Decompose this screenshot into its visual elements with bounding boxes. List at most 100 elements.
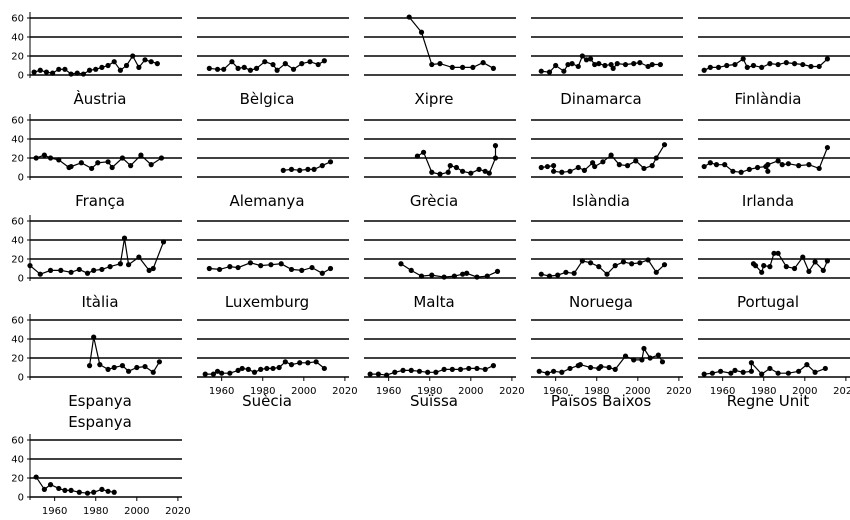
data-point-franca-5-11 [119,155,126,161]
data-point-finlandia-4-3 [724,62,730,69]
data-point-xipre-2-0 [406,14,412,20]
data-point-grecia-7-6 [453,164,460,171]
data-point-espanya-20-11 [111,489,117,495]
x-tick-label-2020-regne-unit-19: 2020 [833,386,850,397]
data-point-dinamarca-3-18 [637,60,643,66]
panel-title-finlandia-4: Finlàndia [735,90,802,108]
data-point-portugal-14-4 [767,264,773,270]
y-tick-label-0-espanya-20: 0 [18,493,24,504]
data-point-espanya-15-8 [142,363,148,370]
x-tick-label-2000-suissa-17: 2000 [458,386,483,397]
data-point-franca-5-0 [33,155,39,161]
data-point-franca-5-6 [78,160,84,166]
data-point-suecia-16-3 [219,370,225,376]
data-point-islandia-8-6 [575,164,581,171]
panel-title-irlanda-9: Irlanda [742,192,794,210]
data-point-belgica-1-5 [241,64,247,70]
data-point-austria-0-11 [99,64,105,70]
data-point-belgica-1-1 [214,66,221,72]
data-point-grecia-7-13 [492,143,499,149]
panel-title-islandia-8: Islàndia [572,192,630,210]
data-point-noruega-13-1 [546,273,553,279]
data-point-dinamarca-3-11 [596,61,602,67]
data-point-paisos-baixos-18-2 [550,368,557,374]
data-point-luxemburg-11-1 [216,266,223,273]
data-point-dinamarca-3-14 [610,65,616,71]
data-point-xipre-2-3 [437,61,443,67]
panel-title-austria-0: Àustria [74,89,127,108]
data-point-irlanda-9-1 [707,160,713,166]
data-point-islandia-8-9 [592,163,598,170]
data-point-dinamarca-3-16 [622,61,629,68]
data-point-espanya-20-0 [33,474,39,480]
data-point-espanya-15-3 [105,366,111,372]
x-tick-label-2020-suecia-16: 2020 [332,386,357,397]
y-tick-label-0-espanya-15: 0 [18,373,24,384]
panel-title-suissa-17: Suïssa [410,392,458,410]
data-point-belgica-1-7 [253,65,260,71]
x-tick-label-1960-suecia-16: 1960 [209,386,234,397]
data-point-suissa-17-4 [400,367,406,373]
series-line-xipre-2 [408,16,494,69]
y-tick-label-40-espanya-15: 40 [11,335,24,346]
panel-title-xipre-2: Xipre [414,90,453,108]
data-point-malta-12-7 [464,270,470,276]
data-point-finlandia-4-1 [707,64,713,70]
data-point-dinamarca-3-9 [587,56,594,62]
data-point-luxemburg-11-0 [206,265,212,272]
data-point-alemanya-6-2 [297,167,303,173]
y-tick-label-60-italia-10: 60 [11,217,24,228]
data-point-suecia-16-11 [270,365,276,372]
data-point-italia-10-16 [160,239,167,245]
data-point-portugal-14-3 [761,263,767,269]
data-point-suissa-17-12 [466,365,472,372]
data-point-grecia-7-8 [468,170,474,176]
data-point-irlanda-9-7 [754,164,761,171]
data-point-austria-0-20 [154,61,160,67]
data-point-suissa-17-9 [441,366,447,372]
data-point-belgica-1-2 [221,66,227,72]
data-point-regne-unit-19-5 [740,369,746,375]
data-point-suecia-16-7 [245,366,251,372]
x-tick-label-2020-suissa-17: 2020 [499,386,524,397]
data-point-italia-10-15 [150,265,156,272]
data-point-grecia-7-12 [492,155,499,161]
data-point-malta-12-0 [398,261,404,267]
data-point-irlanda-9-13 [785,161,791,167]
data-point-dinamarca-3-13 [608,61,614,68]
data-point-austria-0-9 [86,67,93,73]
x-tick-label-1960-espanya-20: 1960 [42,506,67,517]
data-point-dinamarca-3-7 [579,53,585,59]
panel-title-franca-5: França [75,192,125,210]
y-tick-label-0-austria-0: 0 [18,71,24,82]
data-point-suecia-16-4 [227,370,233,376]
x-tick-label-1960-suissa-17: 1960 [376,386,401,397]
data-point-italia-10-8 [99,266,105,273]
data-point-paisos-baixos-18-7 [587,364,594,371]
y-tick-label-40-espanya-20: 40 [11,455,24,466]
data-point-alemanya-6-0 [280,167,286,173]
data-point-suecia-16-5 [235,367,241,373]
data-point-noruega-13-11 [629,261,635,267]
data-point-suissa-17-1 [375,371,381,377]
data-point-alemanya-6-3 [305,166,311,172]
data-point-finlandia-4-5 [740,56,746,62]
data-point-austria-0-0 [31,69,37,75]
data-point-islandia-8-13 [624,163,631,169]
data-point-dinamarca-3-2 [553,62,559,69]
data-point-xipre-2-6 [470,64,476,70]
data-point-suissa-17-2 [383,372,390,378]
data-point-espanya-15-0 [86,363,93,369]
data-point-paisos-baixos-18-9 [598,363,604,370]
data-point-austria-0-2 [43,69,50,75]
data-point-italia-10-2 [47,267,54,273]
data-point-noruega-13-9 [612,263,618,269]
series-line-malta-12 [400,263,498,278]
data-point-espanya-15-6 [125,368,132,374]
data-point-suecia-16-1 [210,371,217,377]
data-point-noruega-13-14 [653,269,659,275]
data-point-espanya-15-7 [134,364,140,371]
data-point-belgica-1-6 [247,67,254,73]
panel-title-suecia-16: Suècia [242,392,292,410]
data-point-noruega-13-3 [563,269,569,275]
